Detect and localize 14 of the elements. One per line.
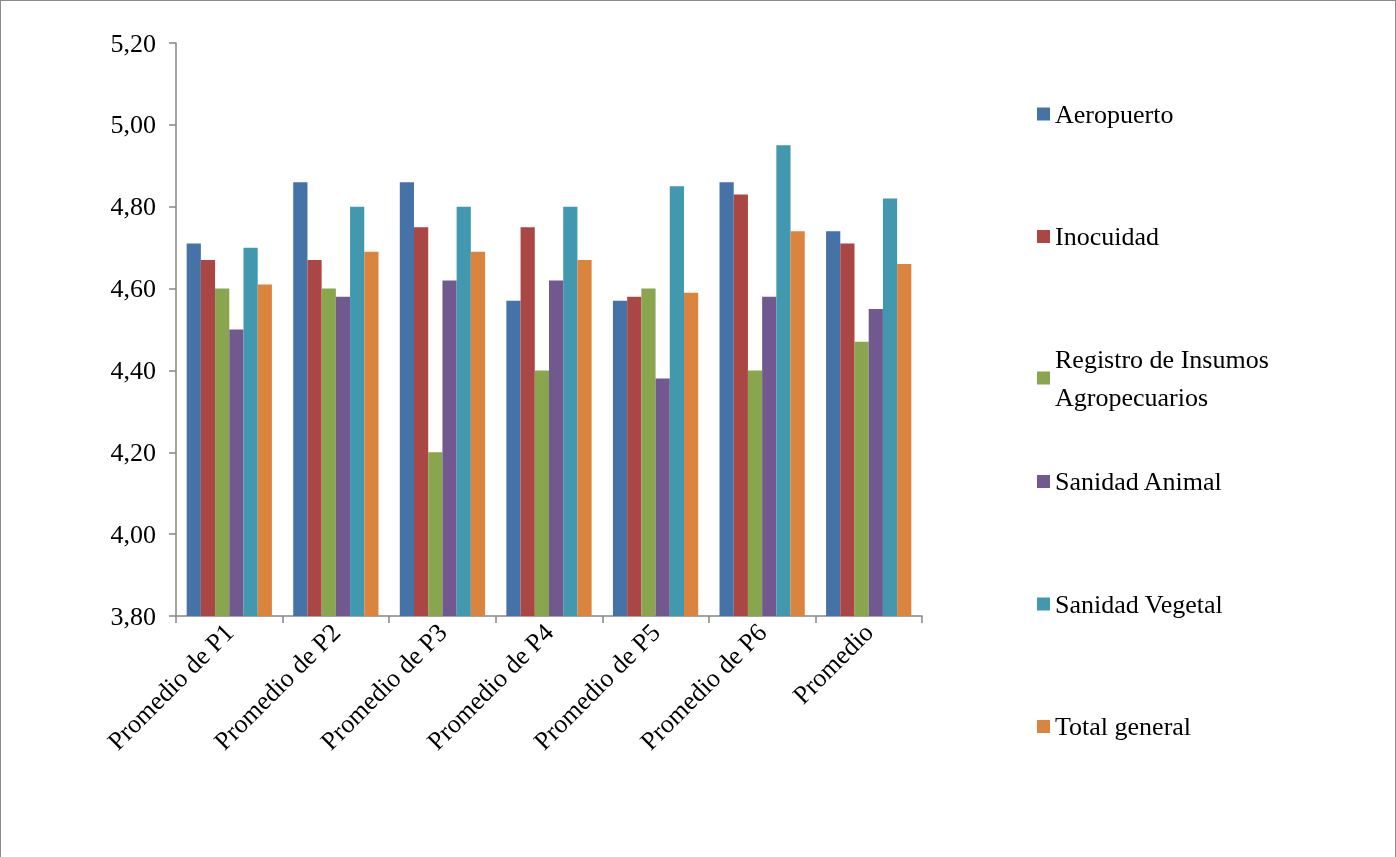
y-tick-label: 4,00	[110, 519, 156, 549]
y-tick-label: 4,60	[110, 274, 156, 304]
legend-label: Sanidad Animal	[1055, 467, 1222, 496]
legend-label: Total general	[1055, 712, 1192, 741]
y-tick-label: 4,20	[110, 437, 156, 467]
legend-label: Aeropuerto	[1055, 99, 1174, 129]
legend-label: Inocuidad	[1055, 222, 1159, 251]
y-tick-label: 4,80	[110, 192, 156, 222]
legend-label: Sanidad Vegetal	[1055, 589, 1223, 619]
y-tick-label: 5,00	[110, 110, 156, 140]
y-tick-label: 4,40	[110, 355, 156, 385]
y-tick-label: 5,20	[110, 28, 156, 58]
legend-label: Registro de Insumos Agropecuarios	[1055, 344, 1276, 412]
y-tick-label: 3,80	[110, 601, 156, 631]
